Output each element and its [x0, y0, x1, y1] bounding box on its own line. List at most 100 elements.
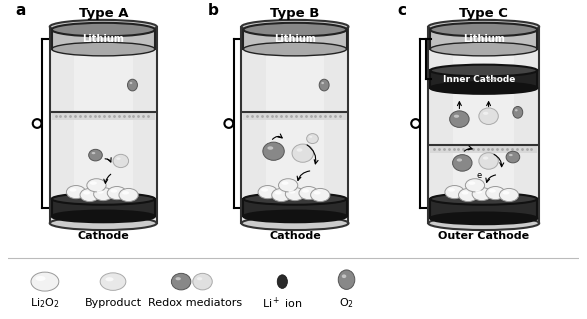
Text: Li$_2$O$_2$: Li$_2$O$_2$: [30, 296, 60, 310]
Ellipse shape: [465, 183, 485, 190]
Ellipse shape: [272, 193, 291, 199]
Ellipse shape: [338, 270, 355, 289]
Ellipse shape: [302, 189, 309, 193]
Ellipse shape: [306, 134, 318, 144]
Ellipse shape: [94, 192, 113, 198]
Text: Lithium: Lithium: [82, 34, 124, 44]
Ellipse shape: [475, 190, 482, 194]
Ellipse shape: [513, 107, 523, 118]
Ellipse shape: [461, 191, 468, 195]
Ellipse shape: [258, 190, 277, 197]
Ellipse shape: [94, 188, 113, 201]
Polygon shape: [430, 30, 537, 49]
Text: Cathode: Cathode: [269, 231, 321, 241]
Polygon shape: [429, 27, 539, 223]
Ellipse shape: [258, 186, 277, 199]
Ellipse shape: [500, 193, 519, 199]
Polygon shape: [244, 199, 346, 216]
Ellipse shape: [268, 146, 274, 150]
Polygon shape: [430, 145, 537, 153]
Ellipse shape: [80, 193, 99, 199]
Ellipse shape: [454, 115, 459, 118]
Ellipse shape: [278, 183, 298, 190]
Ellipse shape: [69, 188, 76, 192]
Text: Type A: Type A: [79, 7, 128, 20]
Polygon shape: [265, 27, 325, 223]
Ellipse shape: [197, 277, 203, 280]
Polygon shape: [453, 27, 514, 223]
Ellipse shape: [483, 157, 488, 160]
Ellipse shape: [515, 109, 518, 111]
Ellipse shape: [282, 181, 289, 185]
Polygon shape: [244, 112, 346, 120]
Ellipse shape: [465, 179, 485, 192]
Ellipse shape: [107, 191, 127, 197]
Ellipse shape: [468, 181, 475, 185]
Ellipse shape: [89, 149, 102, 161]
Polygon shape: [52, 112, 155, 120]
Ellipse shape: [342, 274, 346, 278]
Ellipse shape: [52, 193, 155, 205]
Ellipse shape: [430, 42, 537, 56]
Ellipse shape: [171, 273, 191, 290]
Ellipse shape: [31, 279, 59, 288]
Text: c: c: [397, 3, 406, 18]
Ellipse shape: [429, 216, 539, 230]
Ellipse shape: [311, 193, 330, 199]
Ellipse shape: [87, 183, 106, 190]
Polygon shape: [52, 30, 155, 49]
Ellipse shape: [430, 82, 537, 94]
Ellipse shape: [445, 186, 464, 199]
Text: Type B: Type B: [270, 7, 320, 20]
Ellipse shape: [31, 272, 59, 291]
Text: +e: +e: [485, 75, 498, 84]
Ellipse shape: [106, 277, 114, 281]
Ellipse shape: [100, 273, 126, 290]
Ellipse shape: [506, 151, 519, 163]
Ellipse shape: [50, 20, 157, 33]
Ellipse shape: [321, 82, 324, 84]
Ellipse shape: [244, 42, 346, 56]
Ellipse shape: [87, 179, 106, 192]
Ellipse shape: [116, 157, 120, 160]
Ellipse shape: [244, 211, 346, 222]
Ellipse shape: [458, 189, 478, 202]
Polygon shape: [52, 199, 155, 216]
Polygon shape: [241, 27, 349, 223]
Polygon shape: [430, 199, 537, 219]
Ellipse shape: [66, 190, 86, 197]
Ellipse shape: [52, 42, 155, 56]
Polygon shape: [50, 27, 157, 223]
Ellipse shape: [100, 279, 126, 287]
Ellipse shape: [285, 188, 305, 201]
Text: O$_2$: O$_2$: [339, 296, 354, 310]
Ellipse shape: [130, 82, 132, 84]
Ellipse shape: [483, 112, 488, 115]
Ellipse shape: [97, 190, 104, 194]
Ellipse shape: [430, 212, 537, 224]
Ellipse shape: [448, 188, 455, 192]
Ellipse shape: [272, 189, 291, 202]
Ellipse shape: [500, 189, 519, 202]
Ellipse shape: [107, 187, 127, 200]
Ellipse shape: [299, 187, 318, 200]
Ellipse shape: [472, 188, 491, 201]
Ellipse shape: [193, 273, 212, 290]
Ellipse shape: [311, 189, 330, 202]
Ellipse shape: [176, 277, 181, 280]
Text: Lithium: Lithium: [274, 34, 316, 44]
Ellipse shape: [509, 154, 512, 156]
Ellipse shape: [430, 193, 537, 205]
Circle shape: [224, 119, 233, 128]
Ellipse shape: [285, 192, 305, 198]
Text: Byproduct: Byproduct: [85, 298, 141, 308]
Ellipse shape: [278, 179, 298, 192]
Ellipse shape: [486, 191, 505, 197]
Ellipse shape: [479, 153, 498, 169]
Ellipse shape: [458, 193, 478, 199]
Text: Redox mediators: Redox mediators: [148, 298, 242, 308]
Text: Lithium: Lithium: [463, 34, 505, 44]
Text: b: b: [207, 3, 218, 18]
Ellipse shape: [244, 193, 346, 205]
Text: Type C: Type C: [459, 7, 508, 20]
